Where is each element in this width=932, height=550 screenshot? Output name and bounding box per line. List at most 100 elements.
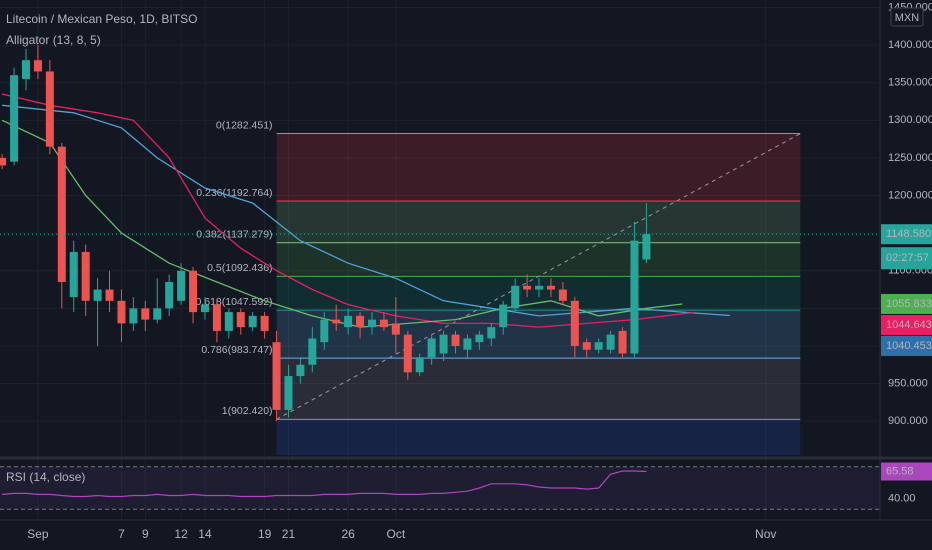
currency: MXN bbox=[895, 12, 920, 24]
candle-body bbox=[415, 357, 424, 373]
candle-body bbox=[451, 334, 460, 346]
price-label: 1148.580 bbox=[886, 228, 931, 240]
candle-body bbox=[272, 342, 281, 410]
candle-body bbox=[93, 289, 102, 301]
candle-body bbox=[189, 270, 198, 313]
x-tick-label: 21 bbox=[282, 527, 296, 541]
y-tick-label: 1200.000 bbox=[888, 189, 932, 201]
candle-body bbox=[45, 71, 54, 147]
fib-zone bbox=[276, 133, 801, 201]
candle-body bbox=[403, 334, 412, 373]
rsi-value-box bbox=[881, 462, 932, 481]
y-tick-label: 1350.000 bbox=[888, 77, 932, 89]
candle-body bbox=[33, 60, 42, 72]
candle-body bbox=[153, 308, 162, 320]
candle-body bbox=[332, 319, 341, 324]
y-tick-label: 1300.000 bbox=[888, 114, 932, 126]
rsi-band bbox=[0, 466, 880, 510]
x-tick-label: 19 bbox=[258, 527, 272, 541]
candle-body bbox=[487, 327, 496, 339]
candle-body bbox=[642, 234, 651, 260]
candle-body bbox=[22, 60, 31, 79]
price-label: 1044.643 bbox=[886, 319, 932, 331]
candle-body bbox=[200, 304, 209, 313]
fib-label: 0.382(1137.279) bbox=[196, 228, 272, 240]
rsi-layer bbox=[0, 466, 880, 510]
candle-body bbox=[236, 312, 245, 328]
chart-title: Litecoin / Mexican Peso, 1D, BITSO bbox=[6, 12, 197, 26]
candle-body bbox=[57, 146, 66, 283]
candle-body bbox=[296, 364, 305, 377]
x-tick-label: 7 bbox=[118, 527, 125, 541]
candle-body bbox=[10, 75, 19, 162]
candle-body bbox=[212, 304, 221, 331]
candle-body bbox=[367, 319, 376, 328]
candle-body bbox=[535, 285, 544, 290]
fib-label: 0.236(1192.764) bbox=[196, 187, 272, 199]
candle-body bbox=[177, 270, 186, 301]
candle-body bbox=[284, 376, 293, 410]
x-tick-label: 9 bbox=[142, 527, 149, 541]
fib-label: 1(902.420) bbox=[222, 405, 273, 417]
price-label-box bbox=[881, 293, 932, 314]
candle-body bbox=[344, 315, 353, 328]
candle-body bbox=[117, 300, 126, 324]
fib-trendline bbox=[276, 133, 801, 420]
candle-body bbox=[606, 334, 615, 350]
candle-body bbox=[391, 323, 400, 335]
candle-body bbox=[141, 308, 150, 320]
y-tick-label: 1400.000 bbox=[888, 39, 932, 51]
candle-body bbox=[499, 304, 508, 328]
candle-body bbox=[594, 342, 603, 350]
candle-body bbox=[379, 319, 388, 328]
rsi-title: RSI (14, close) bbox=[6, 470, 85, 484]
currency-box[interactable] bbox=[890, 7, 924, 27]
fib-zone bbox=[276, 358, 801, 420]
axis-layer: 900.000950.0001000.0001050.0001100.00011… bbox=[27, 1, 932, 541]
countdown-box bbox=[881, 247, 932, 270]
candle-body bbox=[165, 282, 174, 309]
countdown: 02:27:57 bbox=[886, 252, 929, 264]
x-tick-label: Sep bbox=[27, 527, 49, 541]
fib-label: 0.5(1092.436) bbox=[207, 262, 272, 274]
fib-label: 0.786(983.747) bbox=[201, 344, 272, 356]
rsi-tick-label: 40.00 bbox=[888, 493, 916, 505]
y-tick-label: 900.000 bbox=[888, 415, 928, 427]
plot-layer: 0(1282.451) 0.236(1192.764) 0.382(1137.279… bbox=[0, 45, 880, 455]
price-label-box bbox=[881, 314, 932, 335]
price-label: 1055.833 bbox=[886, 298, 932, 310]
candle-body bbox=[558, 289, 567, 301]
candle-body bbox=[546, 285, 555, 290]
candle-body bbox=[105, 289, 114, 301]
price-label-box bbox=[881, 335, 932, 356]
candle-body bbox=[129, 308, 138, 324]
candle-body bbox=[320, 319, 329, 343]
alligator-line bbox=[2, 104, 730, 317]
candle-body bbox=[582, 342, 591, 350]
candle-body bbox=[356, 315, 365, 328]
candle-body bbox=[630, 240, 639, 354]
candle-body bbox=[248, 315, 257, 328]
alligator-line bbox=[1, 93, 695, 328]
y-tick-label: 950.000 bbox=[888, 377, 928, 389]
fib-zone bbox=[276, 242, 801, 277]
candle-body bbox=[475, 334, 484, 343]
candle-body bbox=[224, 312, 233, 331]
rsi-value-label: 65.58 bbox=[886, 465, 914, 477]
rsi-line bbox=[2, 470, 647, 498]
fib-zone bbox=[276, 310, 801, 359]
candle-body bbox=[81, 251, 90, 301]
fib-zone bbox=[276, 276, 801, 311]
candle-body bbox=[618, 330, 627, 354]
x-tick-label: 14 bbox=[198, 527, 212, 541]
indicator-title: Alligator (13, 8, 5) bbox=[6, 33, 101, 47]
x-tick-label: 26 bbox=[341, 527, 355, 541]
candle-body bbox=[523, 285, 532, 290]
fib-label: 0(1282.451) bbox=[216, 119, 273, 131]
grid-layer bbox=[0, 0, 880, 520]
candle-body bbox=[427, 338, 436, 358]
candle-body bbox=[439, 334, 448, 354]
price-label-box bbox=[881, 224, 932, 245]
price-label: 1040.453 bbox=[886, 340, 932, 352]
